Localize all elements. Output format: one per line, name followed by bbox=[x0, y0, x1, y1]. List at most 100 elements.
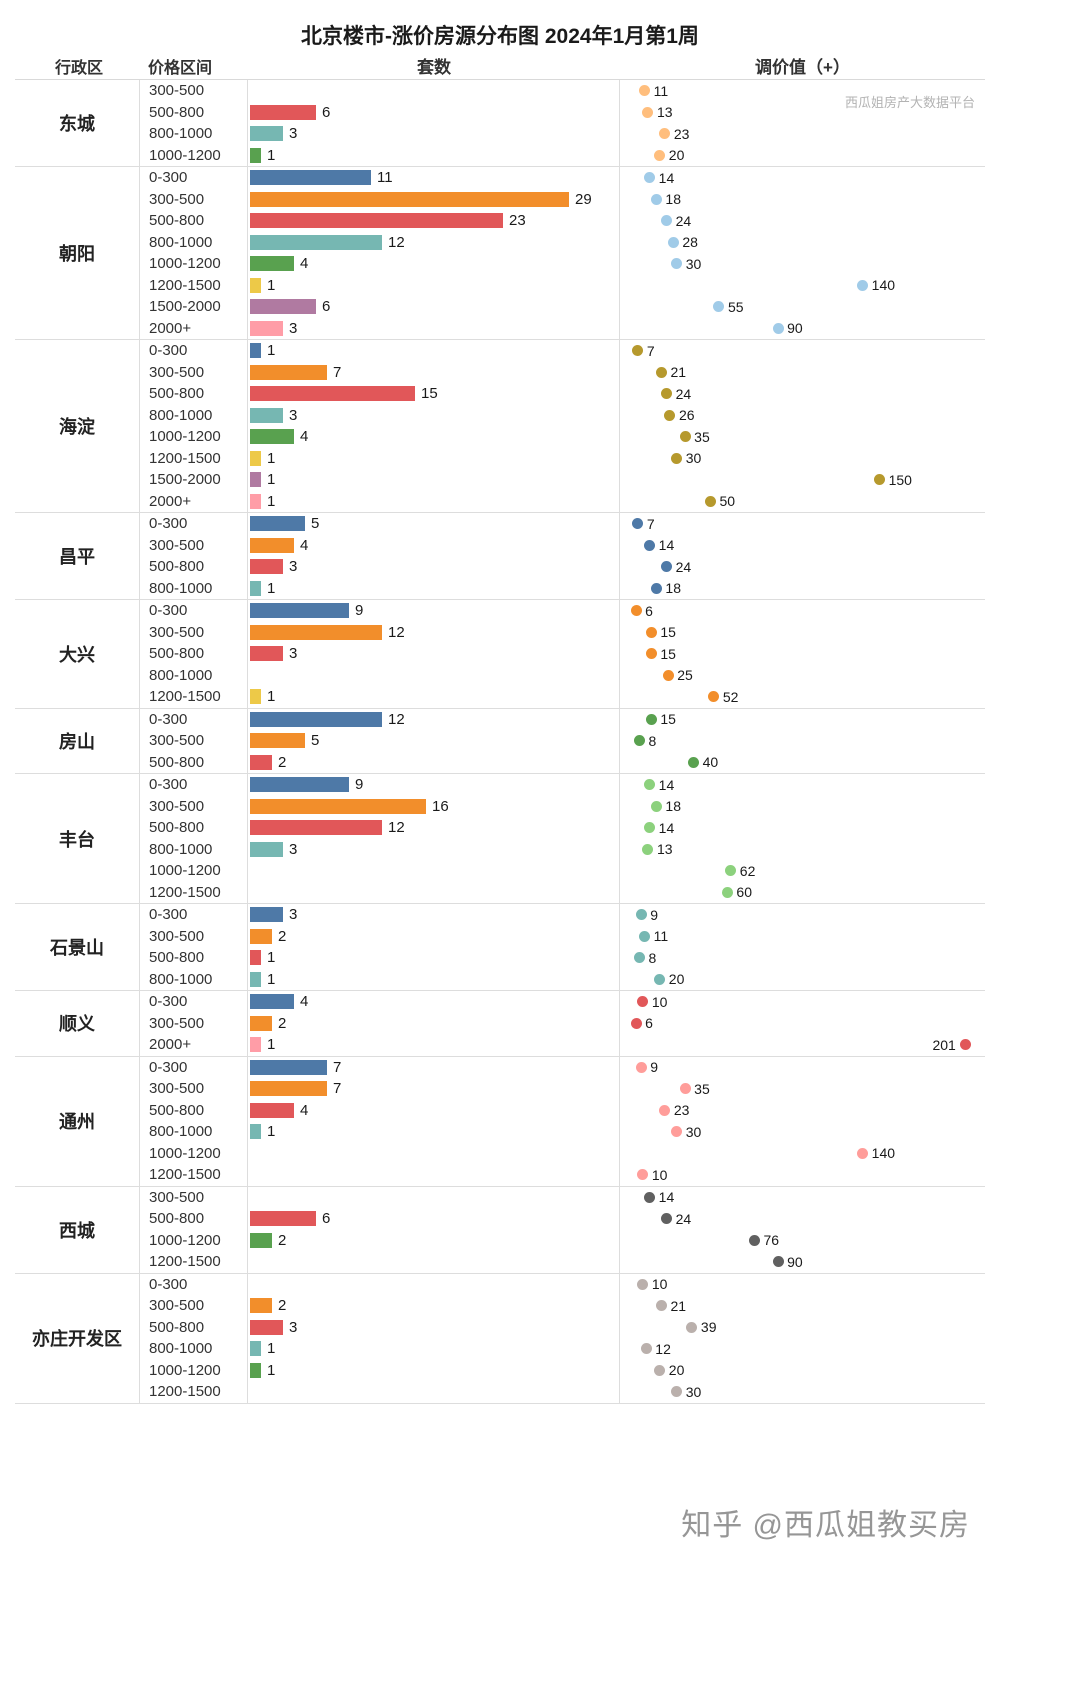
units-bar-cell: 4 bbox=[248, 426, 620, 448]
price-range-label: 1500-2000 bbox=[140, 296, 248, 318]
price-range-label: 2000+ bbox=[140, 1034, 248, 1056]
chart-row: 300-500 7 21 bbox=[140, 361, 985, 383]
units-bar bbox=[250, 1059, 327, 1075]
price-range-label: 0-300 bbox=[140, 774, 248, 796]
units-bar-cell: 3 bbox=[248, 317, 620, 339]
chart-row: 0-300 1 7 bbox=[140, 340, 985, 362]
units-bar-cell: 3 bbox=[248, 643, 620, 665]
adjustment-value: 30 bbox=[685, 1383, 702, 1400]
units-value: 5 bbox=[311, 515, 320, 533]
adjustment-dot-cell: 76 bbox=[620, 1230, 985, 1252]
adjustment-dot bbox=[635, 909, 647, 921]
units-bar-cell: 3 bbox=[248, 838, 620, 860]
chart-row: 500-800 12 14 bbox=[140, 817, 985, 839]
adjustment-dot bbox=[857, 1147, 869, 1159]
adjustment-dot bbox=[721, 886, 733, 898]
units-bar-cell: 1 bbox=[248, 340, 620, 362]
units-value: 4 bbox=[300, 993, 309, 1011]
price-range-label: 300-500 bbox=[140, 361, 248, 383]
units-value: 1 bbox=[267, 1340, 276, 1358]
chart-row: 300-500 16 18 bbox=[140, 795, 985, 817]
adjustment-value: 12 bbox=[655, 1340, 671, 1357]
adjustment-dot bbox=[713, 301, 725, 313]
units-bar-cell: 1 bbox=[248, 1121, 620, 1143]
price-range-label: 1000-1200 bbox=[140, 1229, 248, 1251]
units-value: 12 bbox=[388, 819, 405, 837]
adjustment-dot-cell: 90 bbox=[620, 1251, 985, 1273]
units-bar-cell: 2 bbox=[248, 1229, 620, 1251]
adjustment-dot bbox=[705, 495, 717, 507]
units-bar bbox=[250, 1362, 261, 1378]
units-bar-cell bbox=[248, 1186, 620, 1208]
adjustment-value: 201 bbox=[932, 1036, 956, 1053]
units-value: 4 bbox=[300, 255, 309, 273]
units-bar bbox=[250, 1102, 294, 1118]
adjustment-value: 13 bbox=[656, 841, 673, 858]
units-bar-cell: 1 bbox=[248, 577, 620, 599]
district-group: 丰台 0-300 9 14 300-500 16 18 500-800 12 14 800-1000… bbox=[15, 774, 985, 904]
units-value: 2 bbox=[278, 1297, 287, 1315]
price-range-label: 500-800 bbox=[140, 643, 248, 665]
units-bar bbox=[250, 1298, 272, 1314]
chart-row: 500-800 3 24 bbox=[140, 556, 985, 578]
page-title: 北京楼市-涨价房源分布图 2024年1月第1周 bbox=[301, 25, 699, 48]
price-range-label: 800-1000 bbox=[140, 231, 248, 253]
units-bar bbox=[250, 1232, 272, 1248]
adjustment-dot bbox=[650, 582, 662, 594]
chart-row: 0-300 7 9 bbox=[140, 1056, 985, 1078]
units-bar-cell: 12 bbox=[248, 621, 620, 643]
adjustment-dot bbox=[656, 1300, 667, 1312]
chart-row: 1200-1500 1 140 bbox=[140, 274, 985, 296]
units-bar bbox=[250, 820, 382, 836]
chart-row: 800-1000 3 26 bbox=[140, 404, 985, 426]
adjustment-value: 23 bbox=[673, 125, 690, 142]
adjustment-dot-cell: 13 bbox=[620, 102, 985, 124]
units-bar bbox=[250, 104, 316, 120]
adjustment-dot-cell: 28 bbox=[620, 232, 985, 254]
price-range-label: 500-800 bbox=[140, 817, 248, 839]
units-value: 1 bbox=[267, 1036, 276, 1054]
price-range-label: 1200-1500 bbox=[140, 1251, 248, 1273]
units-bar-cell: 4 bbox=[248, 991, 620, 1013]
adjustment-dot-cell: 10 bbox=[620, 991, 985, 1013]
header-units: 套数 bbox=[417, 58, 451, 77]
adjustment-value: 20 bbox=[668, 971, 685, 988]
adjustment-dot bbox=[634, 952, 646, 964]
district-label: 通州 bbox=[15, 1056, 140, 1186]
chart-row: 1200-1500 1 52 bbox=[140, 686, 985, 708]
district-rows: 0-300 7 9 300-500 7 35 500-800 4 23 800-1000 1 30 10… bbox=[140, 1056, 985, 1186]
chart-row: 800-1000 3 13 bbox=[140, 838, 985, 860]
price-range-label: 2000+ bbox=[140, 317, 248, 339]
units-value: 3 bbox=[289, 319, 298, 337]
adjustment-value: 90 bbox=[787, 320, 803, 337]
price-range-label: 0-300 bbox=[140, 708, 248, 730]
adjustment-dot-cell: 30 bbox=[620, 253, 985, 275]
adjustment-dot-cell: 9 bbox=[620, 904, 985, 926]
units-bar bbox=[250, 777, 349, 793]
adjustment-value: 90 bbox=[787, 1253, 803, 1270]
adjustment-dot bbox=[644, 172, 656, 184]
adjustment-dot bbox=[644, 779, 656, 791]
price-range-label: 0-300 bbox=[140, 904, 248, 926]
units-bar bbox=[250, 646, 283, 662]
units-value: 3 bbox=[289, 1318, 298, 1336]
units-bar bbox=[250, 299, 316, 315]
units-value: 2 bbox=[278, 1014, 287, 1032]
units-bar bbox=[250, 841, 283, 857]
chart-row: 300-500 2 6 bbox=[140, 1012, 985, 1034]
chart-row: 800-1000 1 30 bbox=[140, 1121, 985, 1143]
adjustment-dot-cell: 30 bbox=[620, 448, 985, 470]
price-range-label: 800-1000 bbox=[140, 404, 248, 426]
adjustment-value: 24 bbox=[675, 212, 692, 229]
chart-row: 500-800 3 15 bbox=[140, 643, 985, 665]
adjustment-value: 30 bbox=[685, 450, 702, 467]
adjustment-dot-cell: 18 bbox=[620, 578, 985, 600]
chart-row: 1500-2000 1 150 bbox=[140, 469, 985, 491]
adjustment-dot-cell: 23 bbox=[620, 1100, 985, 1122]
units-value: 1 bbox=[267, 276, 276, 294]
chart-row: 300-500 29 18 bbox=[140, 188, 985, 210]
adjustment-value: 9 bbox=[650, 906, 658, 923]
units-value: 23 bbox=[509, 212, 526, 230]
units-value: 1 bbox=[267, 970, 276, 988]
units-bar bbox=[250, 711, 382, 727]
